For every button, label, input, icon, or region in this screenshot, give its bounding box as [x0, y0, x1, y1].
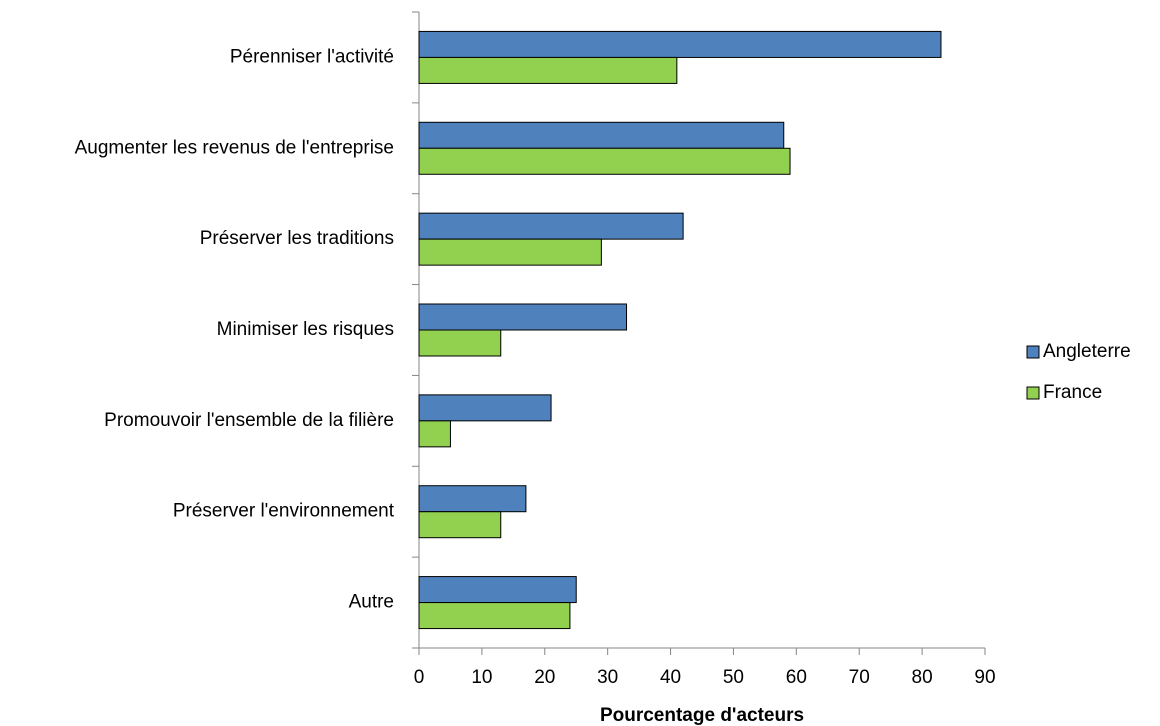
y-tick-label: Pérenniser l'activité — [230, 46, 394, 67]
y-tick-label: Autre — [349, 592, 394, 613]
x-tick-label: 60 — [786, 667, 807, 688]
y-tick-label: Minimiser les risques — [217, 319, 394, 340]
bar — [418, 602, 571, 630]
x-tick-label: 20 — [534, 667, 555, 688]
bar — [418, 485, 527, 513]
x-tick-label: 70 — [849, 667, 870, 688]
bar — [418, 394, 552, 422]
bar — [418, 212, 684, 240]
bar — [418, 147, 791, 175]
bar — [418, 511, 502, 539]
bar — [418, 576, 577, 604]
y-tick-label: Augmenter les revenus de l'entreprise — [75, 137, 394, 158]
bar — [418, 56, 678, 84]
x-tick-label: 50 — [723, 667, 744, 688]
x-tick-label: 80 — [912, 667, 933, 688]
bar — [418, 329, 502, 357]
x-tick-label: 0 — [414, 667, 425, 688]
bar — [418, 420, 451, 448]
bar — [418, 30, 942, 58]
bar — [418, 238, 602, 266]
x-tick-label: 90 — [974, 667, 995, 688]
x-tick-label: 40 — [660, 667, 681, 688]
x-tick-label: 30 — [597, 667, 618, 688]
y-tick-label: Préserver l'environnement — [173, 501, 395, 522]
x-axis-label: Pourcentage d'acteurs — [600, 705, 804, 726]
legend-label: Angleterre — [1043, 341, 1131, 362]
y-tick-label: Préserver les traditions — [200, 228, 394, 249]
legend-swatch — [1026, 386, 1040, 400]
y-tick-label: Promouvoir l'ensemble de la filière — [104, 410, 394, 431]
bar — [418, 303, 628, 331]
bar — [418, 121, 785, 149]
x-tick-label: 10 — [471, 667, 492, 688]
legend-label: France — [1043, 382, 1102, 403]
legend-swatch — [1026, 345, 1040, 359]
